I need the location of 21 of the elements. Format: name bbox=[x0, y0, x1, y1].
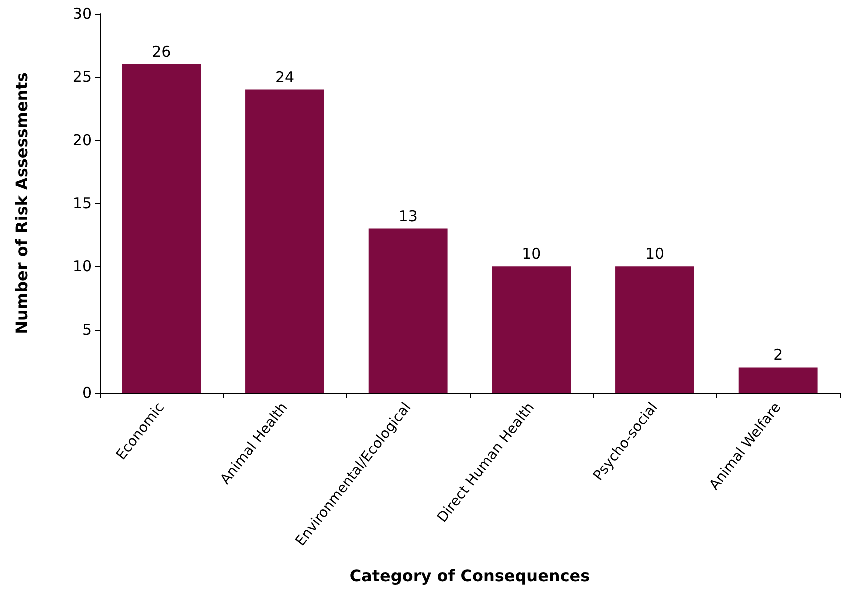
data-label: 13 bbox=[398, 207, 418, 226]
y-tick-label: 20 bbox=[72, 131, 92, 150]
y-tick-label: 0 bbox=[82, 384, 92, 402]
bar bbox=[368, 228, 448, 393]
y-axis-title: Number of Risk Assessments bbox=[12, 72, 32, 334]
data-label: 24 bbox=[275, 68, 295, 86]
x-axis-title: Category of Consequences bbox=[350, 566, 590, 586]
y-tick-label: 5 bbox=[82, 320, 92, 339]
y-tick-label: 10 bbox=[72, 258, 92, 276]
data-label: 10 bbox=[645, 245, 665, 264]
y-tick-label: 15 bbox=[72, 194, 92, 212]
data-label: 26 bbox=[152, 43, 172, 62]
y-tick-label: 30 bbox=[72, 5, 92, 23]
bar bbox=[616, 266, 694, 393]
bar bbox=[246, 90, 324, 393]
bar bbox=[738, 368, 818, 393]
data-label: 2 bbox=[774, 346, 784, 364]
bar bbox=[492, 266, 572, 393]
bar bbox=[122, 64, 202, 393]
data-label: 10 bbox=[522, 245, 542, 264]
y-tick-label: 25 bbox=[72, 68, 92, 86]
